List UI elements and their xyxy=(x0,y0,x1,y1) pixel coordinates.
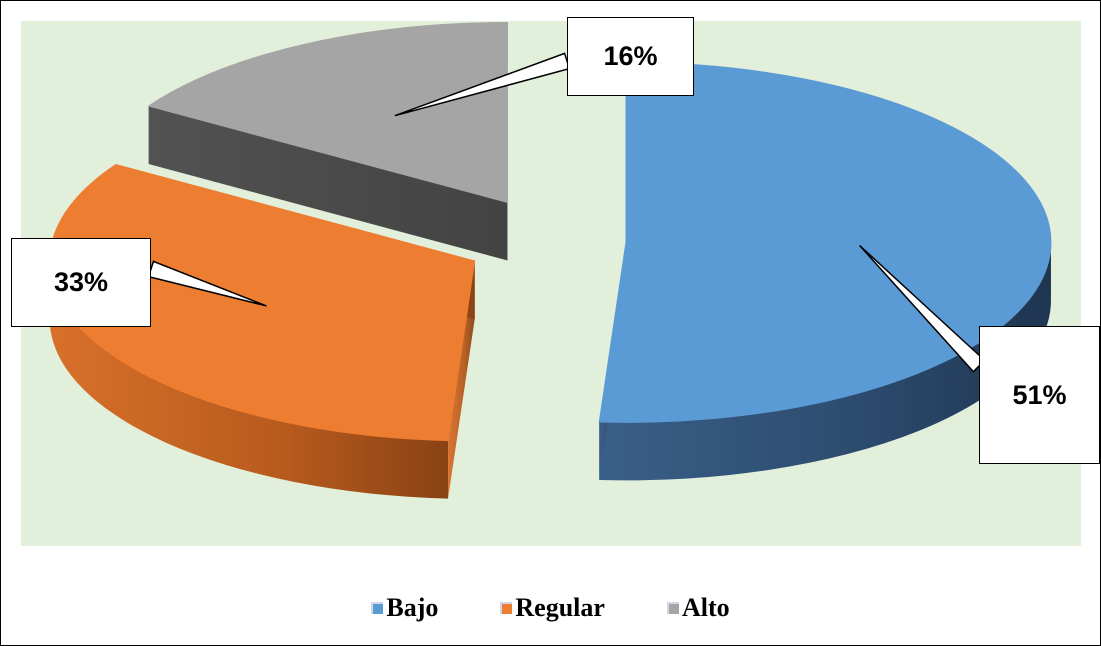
data-label-alto: 16% xyxy=(567,17,694,96)
legend-swatch-bajo xyxy=(371,602,384,614)
data-label-regular: 33% xyxy=(11,238,151,327)
pie-slice-alto xyxy=(147,21,508,204)
legend-label-alto: Alto xyxy=(681,593,730,622)
leader-regular xyxy=(147,260,267,307)
legend-label-regular: Regular xyxy=(515,593,605,622)
pie-side-bajo-0 xyxy=(599,242,1051,481)
legend-label-bajo: Bajo xyxy=(386,593,439,622)
legend-swatch-regular xyxy=(500,602,513,614)
pie-side-regular-0 xyxy=(49,260,449,499)
legend-item-alto[interactable]: Alto xyxy=(666,593,730,623)
legend-item-regular[interactable]: Regular xyxy=(500,593,605,623)
legend-item-bajo[interactable]: Bajo xyxy=(371,593,438,623)
data-label-bajo: 51% xyxy=(979,326,1100,464)
pie-cut-alto-0 xyxy=(148,105,508,261)
pie-slice-regular xyxy=(49,163,476,442)
pie-cut-regular-0 xyxy=(448,260,475,499)
legend-swatch-alto xyxy=(666,602,679,614)
legend: Bajo Regular Alto xyxy=(1,586,1100,630)
